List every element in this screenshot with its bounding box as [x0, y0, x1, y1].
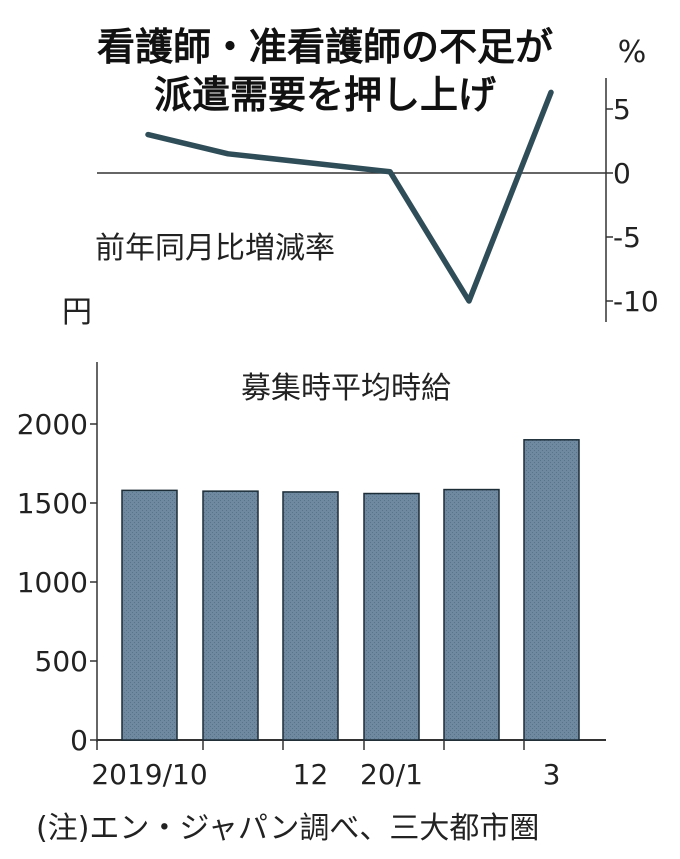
line-chart-unit: % — [618, 35, 647, 70]
bar-chart-xtick-label: 2019/10 — [91, 758, 207, 791]
line-chart-title: 前年同月比増減率 — [95, 231, 335, 266]
bar-chart-xtick-label: 12 — [293, 758, 329, 791]
chart-title-line-1: 看護師・准看護師の不足が — [97, 25, 553, 69]
source-note: (注)エン・ジャパン調べ、三大都市圏 — [36, 811, 539, 846]
line-series — [145, 89, 554, 304]
bar — [443, 488, 500, 741]
bar-chart-ytick-label: 500 — [35, 645, 88, 678]
line-chart-ytick-label: -5 — [613, 221, 641, 254]
bar — [523, 439, 580, 741]
bar-chart-unit: 円 — [62, 295, 92, 330]
bar — [202, 490, 259, 741]
bar-chart-title: 募集時平均時給 — [241, 371, 451, 406]
bar — [121, 489, 178, 741]
bar-chart-ytick-label: 2000 — [17, 408, 88, 441]
bar-chart-xtick-label: 3 — [543, 758, 561, 791]
bar-chart: 円 募集時平均時給 0 500 1000 1500 2000 2019/10 12 20/1… — [17, 295, 606, 791]
chart-title-line-2: 派遣需要を押し上げ — [154, 73, 496, 117]
bar-chart-xtick-label: 20/1 — [360, 758, 423, 791]
line-chart-ytick-label: 0 — [613, 157, 631, 190]
line-chart: % 5 0 -5 -10 前年同月比増減率 — [95, 35, 659, 322]
line-chart-ytick-label: -10 — [613, 285, 659, 318]
bar — [363, 492, 420, 741]
line-chart-ytick-label: 5 — [613, 93, 631, 126]
bar — [282, 491, 339, 741]
bar-chart-ytick-label: 1000 — [17, 566, 88, 599]
bar-chart-ytick-label: 1500 — [17, 487, 88, 520]
bar-chart-ytick-label: 0 — [70, 724, 88, 757]
